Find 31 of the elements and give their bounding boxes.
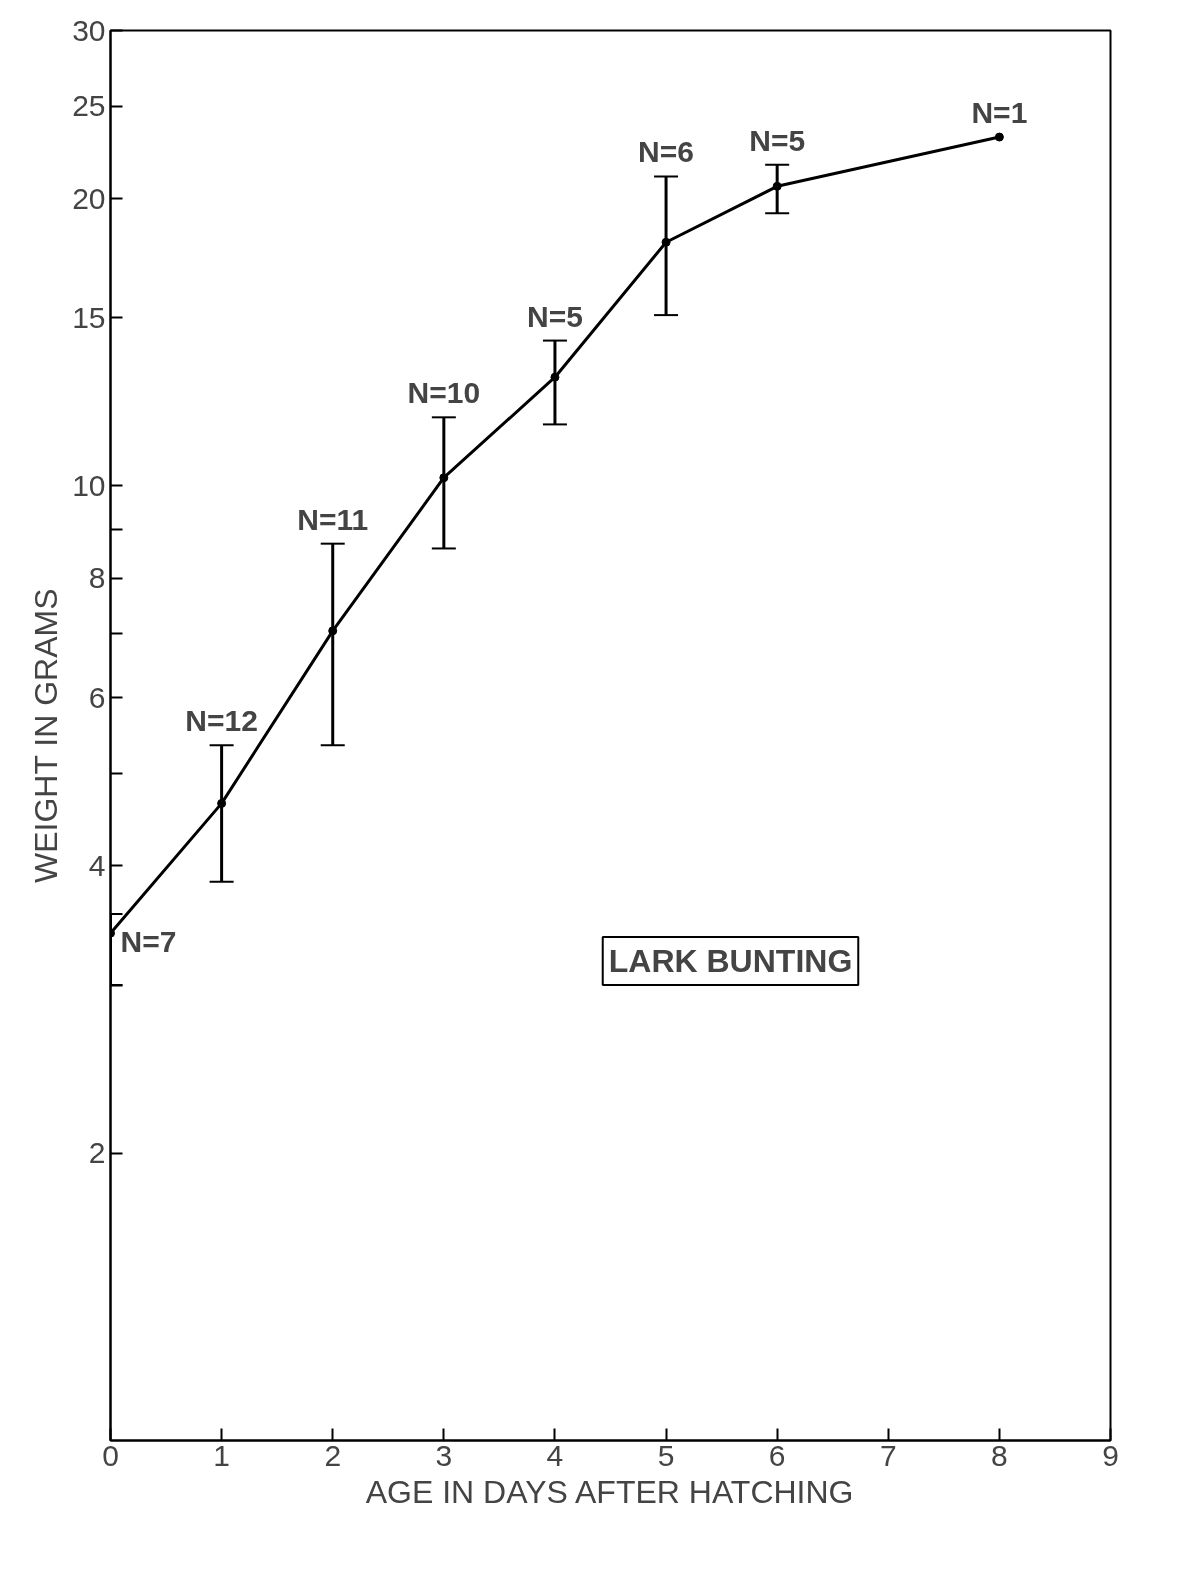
x-tick-label: 8 [991,1438,1008,1472]
x-tick-label: 6 [768,1438,786,1472]
annotation: N=10 [407,376,481,410]
x-tick-label: 5 [657,1438,675,1472]
x-tick-label: 1 [213,1438,230,1472]
annotation: N=6 [638,135,694,169]
y-axis-title: WEIGHT IN GRAMS [28,588,65,884]
annotation: LARK BUNTING [608,943,853,980]
annotation: N=11 [297,502,369,536]
x-tick-label: 9 [1102,1438,1119,1472]
annotation: N=5 [527,299,583,333]
x-axis-title: AGE IN DAYS AFTER HATCHING [365,1473,854,1510]
y-tick-label: 30 [72,13,106,47]
y-tick-label: 25 [72,89,106,123]
annotation: N=1 [971,96,1028,130]
point [994,132,1004,142]
annotation: N=7 [120,925,177,959]
x-tick-label: 7 [879,1438,897,1472]
x-tick-label: 2 [324,1438,342,1472]
y-tick-label: 6 [88,680,106,714]
y-tick-label: 10 [72,468,106,502]
y-tick-label: 8 [88,561,106,595]
x-tick-label: 3 [435,1438,453,1472]
y-tick-label: 4 [88,848,106,882]
y-tick-label: 15 [72,300,106,334]
y-tick-label: 20 [72,181,106,215]
annotation: N=5 [749,123,806,157]
y-tick-label: 2 [88,1136,106,1170]
annotation: N=12 [185,704,258,738]
x-tick-label: 0 [102,1438,119,1472]
x-tick-label: 4 [546,1438,564,1472]
